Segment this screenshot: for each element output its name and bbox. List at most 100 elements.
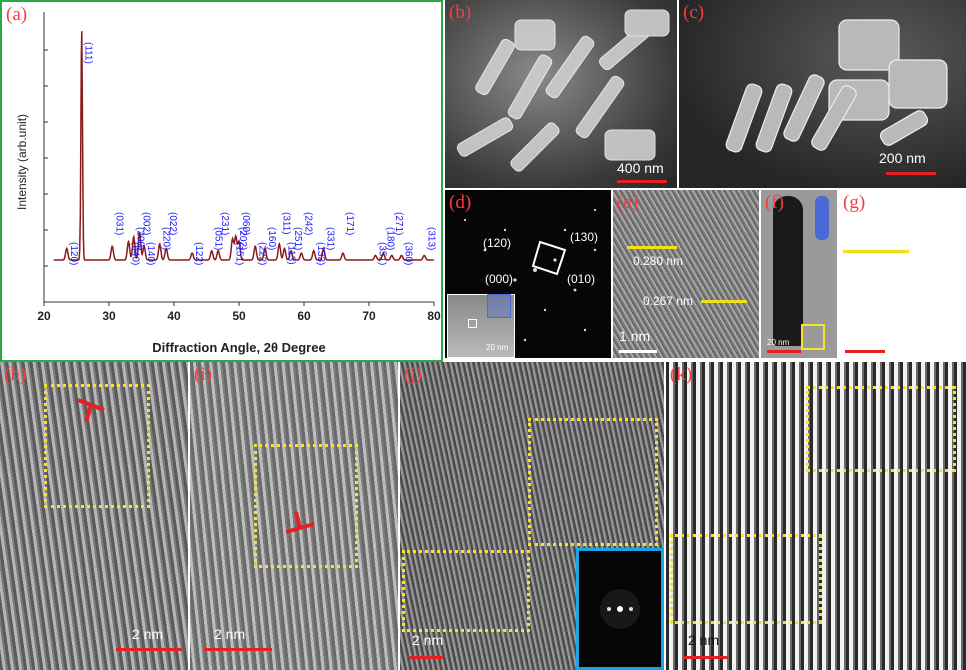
xrd-plot: 20 30 40 50 60 70 80 (120) (111) (031) (040)(200)… [15, 12, 441, 355]
panel-b-sem-image: (b) 400 nm [445, 0, 677, 188]
panel-f-scalebar [767, 350, 801, 353]
panel-a-label: (a) [6, 4, 28, 25]
panel-h-hrtem: (h) 2 nm [0, 362, 188, 670]
panel-c-sem-image: (c) 200 nm [679, 0, 966, 188]
panel-e-scalebar [619, 350, 657, 353]
panel-g-scalebar [845, 350, 885, 353]
peak-label: (160) [266, 227, 277, 250]
defect-region-box [254, 444, 358, 568]
y-ticks [44, 49, 48, 303]
peak-label: (151) [234, 242, 245, 265]
panel-k-label: (k) [670, 364, 693, 385]
saed-spot-label: (000) [485, 272, 514, 286]
panel-k-scalebar [684, 656, 728, 659]
saed-inset-tem: 20 nm [447, 294, 515, 358]
lattice-marker [843, 250, 909, 253]
nanorod [773, 196, 803, 346]
panel-g-scale-text: 2 nm [845, 328, 877, 344]
saed-spot-label: (010) [567, 272, 596, 286]
peak-labels: (120) (111) (031) (040)(200)(002) (140) (220)… [68, 42, 437, 265]
panel-h-label: (h) [4, 364, 27, 385]
panel-f-tem-rod: (f) 20 nm [761, 190, 837, 358]
dislocation-symbol [285, 511, 315, 534]
peak-label: (311) [280, 212, 291, 235]
region-box [402, 550, 530, 632]
panel-j-label: (j) [404, 364, 422, 385]
x-tick-label: 20 [37, 309, 51, 323]
panel-b-label: (b) [449, 2, 472, 23]
rod-zoom-box [801, 324, 825, 350]
panel-g-hrtem-edge: (g) 0.280 nm 2 nm [839, 190, 966, 358]
panel-e-label: (e) [617, 192, 639, 213]
peak-label: (031) [113, 212, 124, 235]
peak-label: (133) [315, 242, 326, 265]
panel-f-scale-text: 20 nm [767, 338, 790, 347]
sem-platelets-c [725, 19, 948, 153]
defect-region-box [44, 384, 150, 508]
xrd-series-line [53, 31, 434, 261]
x-tick-label: 30 [102, 309, 116, 323]
panel-j-scalebar [410, 656, 444, 659]
x-tick-label: 80 [427, 309, 441, 323]
panel-e-scale-text: 1 nm [619, 328, 651, 344]
peak-label: (120) [68, 242, 79, 265]
panel-d-saed-pattern: (d) (120) (130) (000) (010) 20 nm [445, 190, 611, 358]
panel-c-label: (c) [683, 2, 705, 23]
peak-label: (111) [83, 42, 94, 64]
panel-i-hrtem: (i) 2 nm [190, 362, 398, 670]
panel-b-scalebar [617, 180, 667, 183]
peak-label: (251) [292, 227, 303, 250]
saed-spot-label: (130) [570, 230, 599, 244]
d-spacing-label: 0.280 nm [633, 254, 684, 268]
d-spacing-label: 0.280 nm [853, 270, 904, 284]
panel-c-scale-text: 200 nm [879, 150, 926, 166]
rod-inset [815, 196, 829, 240]
peak-label: (360) [403, 242, 414, 265]
x-axis-title: Diffraction Angle, 2θ Degree [152, 340, 325, 355]
panel-j-scale-text: 2 nm [412, 632, 444, 648]
panel-i-label: (i) [194, 364, 212, 385]
peak-label: (220) [161, 227, 172, 250]
x-ticks: 20 30 40 50 60 70 80 [37, 302, 441, 323]
peak-label: (200) [135, 227, 146, 250]
peak-label: (202) [237, 227, 248, 250]
panel-j-hrtem: (j) 2 nm [400, 362, 664, 670]
peak-label: (180) [384, 227, 395, 250]
peak-label: (122) [193, 242, 204, 265]
d-spacing-label: 0.267 nm [643, 294, 694, 308]
lattice-marker [701, 300, 747, 303]
peak-label: (231) [219, 212, 230, 235]
panel-g-label: (g) [843, 192, 866, 213]
panel-i-scalebar [204, 648, 272, 651]
lattice-marker [627, 246, 677, 249]
panel-h-scalebar [116, 648, 182, 651]
panel-a-xrd-chart: (a) 20 30 40 50 60 70 80 (120) (111) (031) (040)(… [0, 0, 443, 362]
peak-label: (222) [256, 242, 267, 265]
peak-label: (113) [286, 242, 297, 265]
peak-label: (351) [377, 242, 388, 265]
fft-inset [576, 548, 664, 670]
peak-label: (140) [145, 242, 156, 265]
panel-i-scale-text: 2 nm [214, 626, 246, 642]
x-tick-label: 40 [167, 309, 181, 323]
panel-k-filtered-image: (k) 2 nm [666, 362, 966, 670]
peak-label: (051) [213, 227, 224, 250]
panel-h-scale-text: 2 nm [132, 626, 164, 642]
panel-d-label: (d) [449, 192, 472, 213]
region-box [528, 418, 658, 546]
y-axis-title: Intensity (arb.unit) [15, 114, 29, 210]
x-tick-label: 70 [362, 309, 376, 323]
peak-label: (002) [141, 212, 152, 235]
peak-label: (271) [393, 212, 404, 235]
peak-label: (022) [167, 212, 178, 235]
saed-inset-scale: 20 nm [486, 343, 509, 352]
region-box [806, 386, 956, 472]
panel-k-scale-text: 2 nm [688, 632, 720, 648]
saed-spot-label: (120) [483, 236, 512, 250]
region-box [670, 534, 822, 624]
dislocation-symbol [77, 398, 105, 423]
sem-platelets-b [456, 9, 670, 172]
panel-e-hrtem: (e) 0.280 nm 0.267 nm 1 nm [613, 190, 759, 358]
panel-b-scale-text: 400 nm [617, 160, 664, 176]
peak-label: (242) [302, 212, 313, 235]
